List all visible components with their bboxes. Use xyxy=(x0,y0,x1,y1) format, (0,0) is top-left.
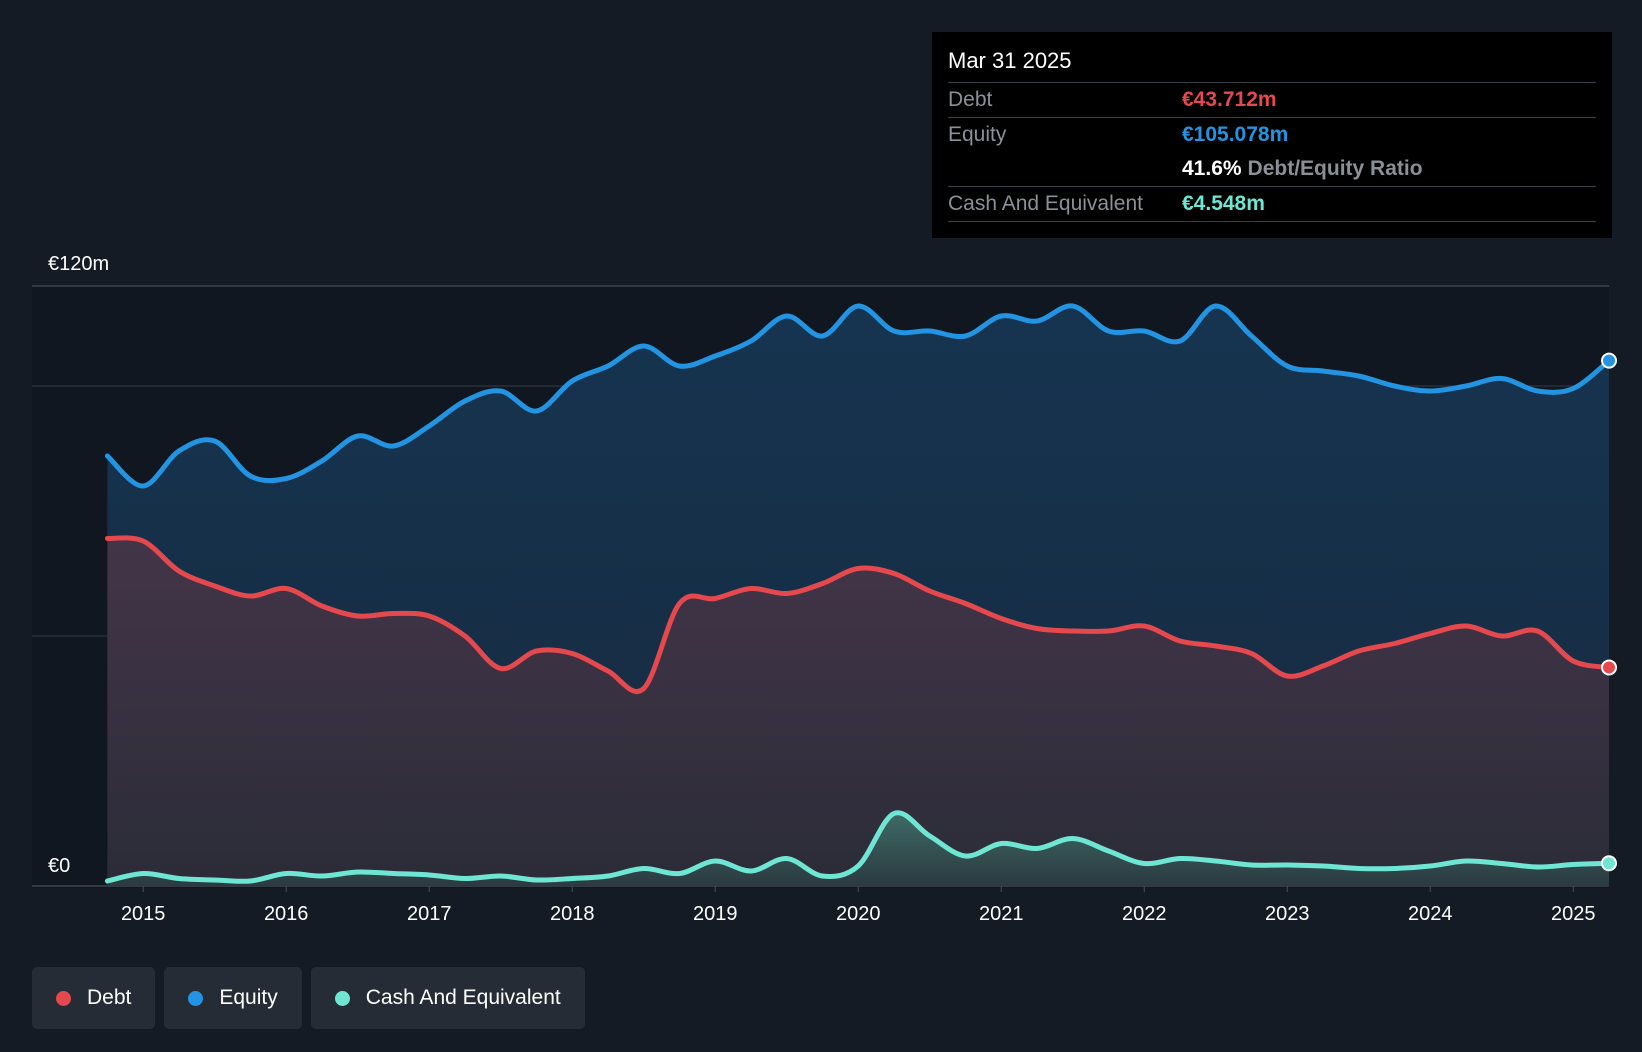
x-axis-tick-label: 2022 xyxy=(1122,903,1167,925)
tooltip-panel: Mar 31 2025 Debt €43.712m Equity €105.07… xyxy=(932,32,1612,238)
x-axis-tick-label: 2024 xyxy=(1408,903,1453,925)
legend-cash-label: Cash And Equivalent xyxy=(365,986,561,1009)
tooltip-equity-value: €105.078m xyxy=(1182,123,1289,146)
cash-end-marker xyxy=(1601,855,1617,872)
legend-item-equity[interactable]: Equity xyxy=(164,967,302,1029)
debt-end-marker xyxy=(1601,659,1617,676)
tooltip-debt-value: €43.712m xyxy=(1182,88,1277,111)
cash-line xyxy=(104,810,1612,884)
tooltip-ratio-row: 41.6% Debt/Equity Ratio xyxy=(948,152,1596,186)
debt-area xyxy=(107,537,1609,886)
legend: Debt Equity Cash And Equivalent xyxy=(32,967,594,1029)
x-axis-tick-label: 2017 xyxy=(407,903,452,925)
x-axis-tick-label: 2025 xyxy=(1551,903,1596,925)
equity-end-marker xyxy=(1601,352,1617,369)
x-axis-tick-label: 2021 xyxy=(979,903,1024,925)
tooltip-equity-row: Equity €105.078m xyxy=(948,117,1596,152)
debt-dot-icon xyxy=(56,990,71,1006)
tooltip-ratio-label: Debt/Equity Ratio xyxy=(1247,157,1423,180)
x-axis-tick-label: 2020 xyxy=(836,903,881,925)
equity-line xyxy=(104,303,1612,489)
tooltip-date: Mar 31 2025 xyxy=(948,48,1072,73)
cash-area xyxy=(107,812,1609,886)
debt-line xyxy=(104,535,1612,694)
legend-equity-label: Equity xyxy=(219,986,278,1009)
tooltip-cash-label: Cash And Equivalent xyxy=(948,192,1143,215)
tooltip-cash-value: €4.548m xyxy=(1182,192,1265,215)
x-axis-tick-label: 2019 xyxy=(693,903,738,925)
tooltip-ratio-value: 41.6% xyxy=(1182,157,1242,180)
tooltip-cash-row: Cash And Equivalent €4.548m xyxy=(948,186,1596,222)
y-axis-tick-label: €120m xyxy=(48,253,109,275)
legend-debt-label: Debt xyxy=(87,986,132,1009)
tooltip-equity-label: Equity xyxy=(948,123,1007,146)
x-axis-tick-label: 2023 xyxy=(1265,903,1310,925)
x-axis-tick-label: 2016 xyxy=(264,903,309,925)
tooltip-debt-label: Debt xyxy=(948,88,993,111)
legend-item-debt[interactable]: Debt xyxy=(32,967,156,1029)
equity-dot-icon xyxy=(188,990,204,1006)
x-axis-tick-label: 2018 xyxy=(550,903,595,925)
y-axis-tick-label: €0 xyxy=(48,855,70,877)
tooltip-debt-row: Debt €43.712m xyxy=(948,82,1596,117)
legend-item-cash[interactable]: Cash And Equivalent xyxy=(310,967,585,1029)
x-axis-tick-label: 2015 xyxy=(121,903,166,925)
cash-dot-icon xyxy=(334,990,350,1006)
